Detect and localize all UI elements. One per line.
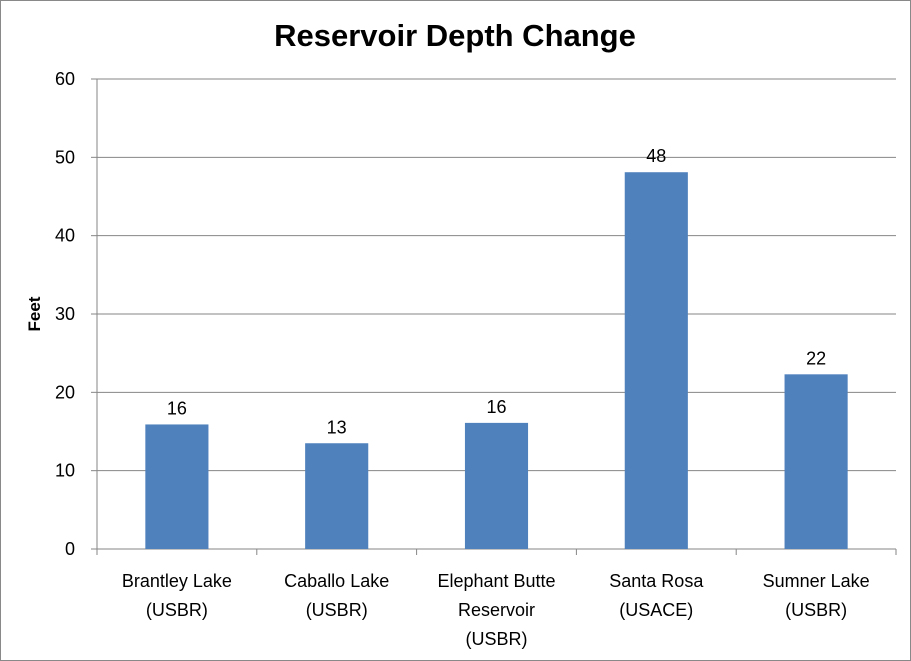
data-label: 22 [806, 348, 826, 368]
x-tick-label: (USBR) [306, 600, 368, 620]
bar [464, 422, 529, 549]
bar [784, 374, 848, 549]
x-tick-label: Santa Rosa [609, 571, 704, 591]
y-tick-label: 30 [55, 304, 75, 324]
x-tick-label: Caballo Lake [284, 571, 389, 591]
x-tick-label: (USACE) [619, 600, 693, 620]
x-tick-label: Reservoir [458, 600, 535, 620]
y-axis-label: Feet [25, 296, 44, 331]
gridlines [97, 78, 896, 472]
x-tick-label: (USBR) [785, 600, 847, 620]
y-tick-label: 50 [55, 147, 75, 167]
y-tick-label: 10 [55, 461, 75, 481]
x-tick-label: (USBR) [466, 629, 528, 649]
data-label: 48 [646, 146, 666, 166]
data-label: 16 [486, 397, 506, 417]
x-tick-label: (USBR) [146, 600, 208, 620]
y-tick-label: 40 [55, 226, 75, 246]
bar [145, 424, 209, 549]
x-tick-label: Brantley Lake [122, 571, 232, 591]
chart-title: Reservoir Depth Change [274, 18, 636, 53]
x-tick-label: Elephant Butte [437, 571, 555, 591]
data-label: 16 [167, 398, 187, 418]
data-label: 13 [327, 417, 347, 437]
y-tick-label: 0 [65, 539, 75, 559]
x-tick-label: Sumner Lake [763, 571, 870, 591]
labels: 0 10 20 30 40 50 60 16 Brantley Lake (USBR) 13 Caba… [55, 69, 870, 649]
bar [305, 443, 369, 549]
y-tick-label: 20 [55, 382, 75, 402]
bar [624, 172, 688, 549]
y-tick-label: 60 [55, 69, 75, 89]
bars [145, 172, 848, 549]
